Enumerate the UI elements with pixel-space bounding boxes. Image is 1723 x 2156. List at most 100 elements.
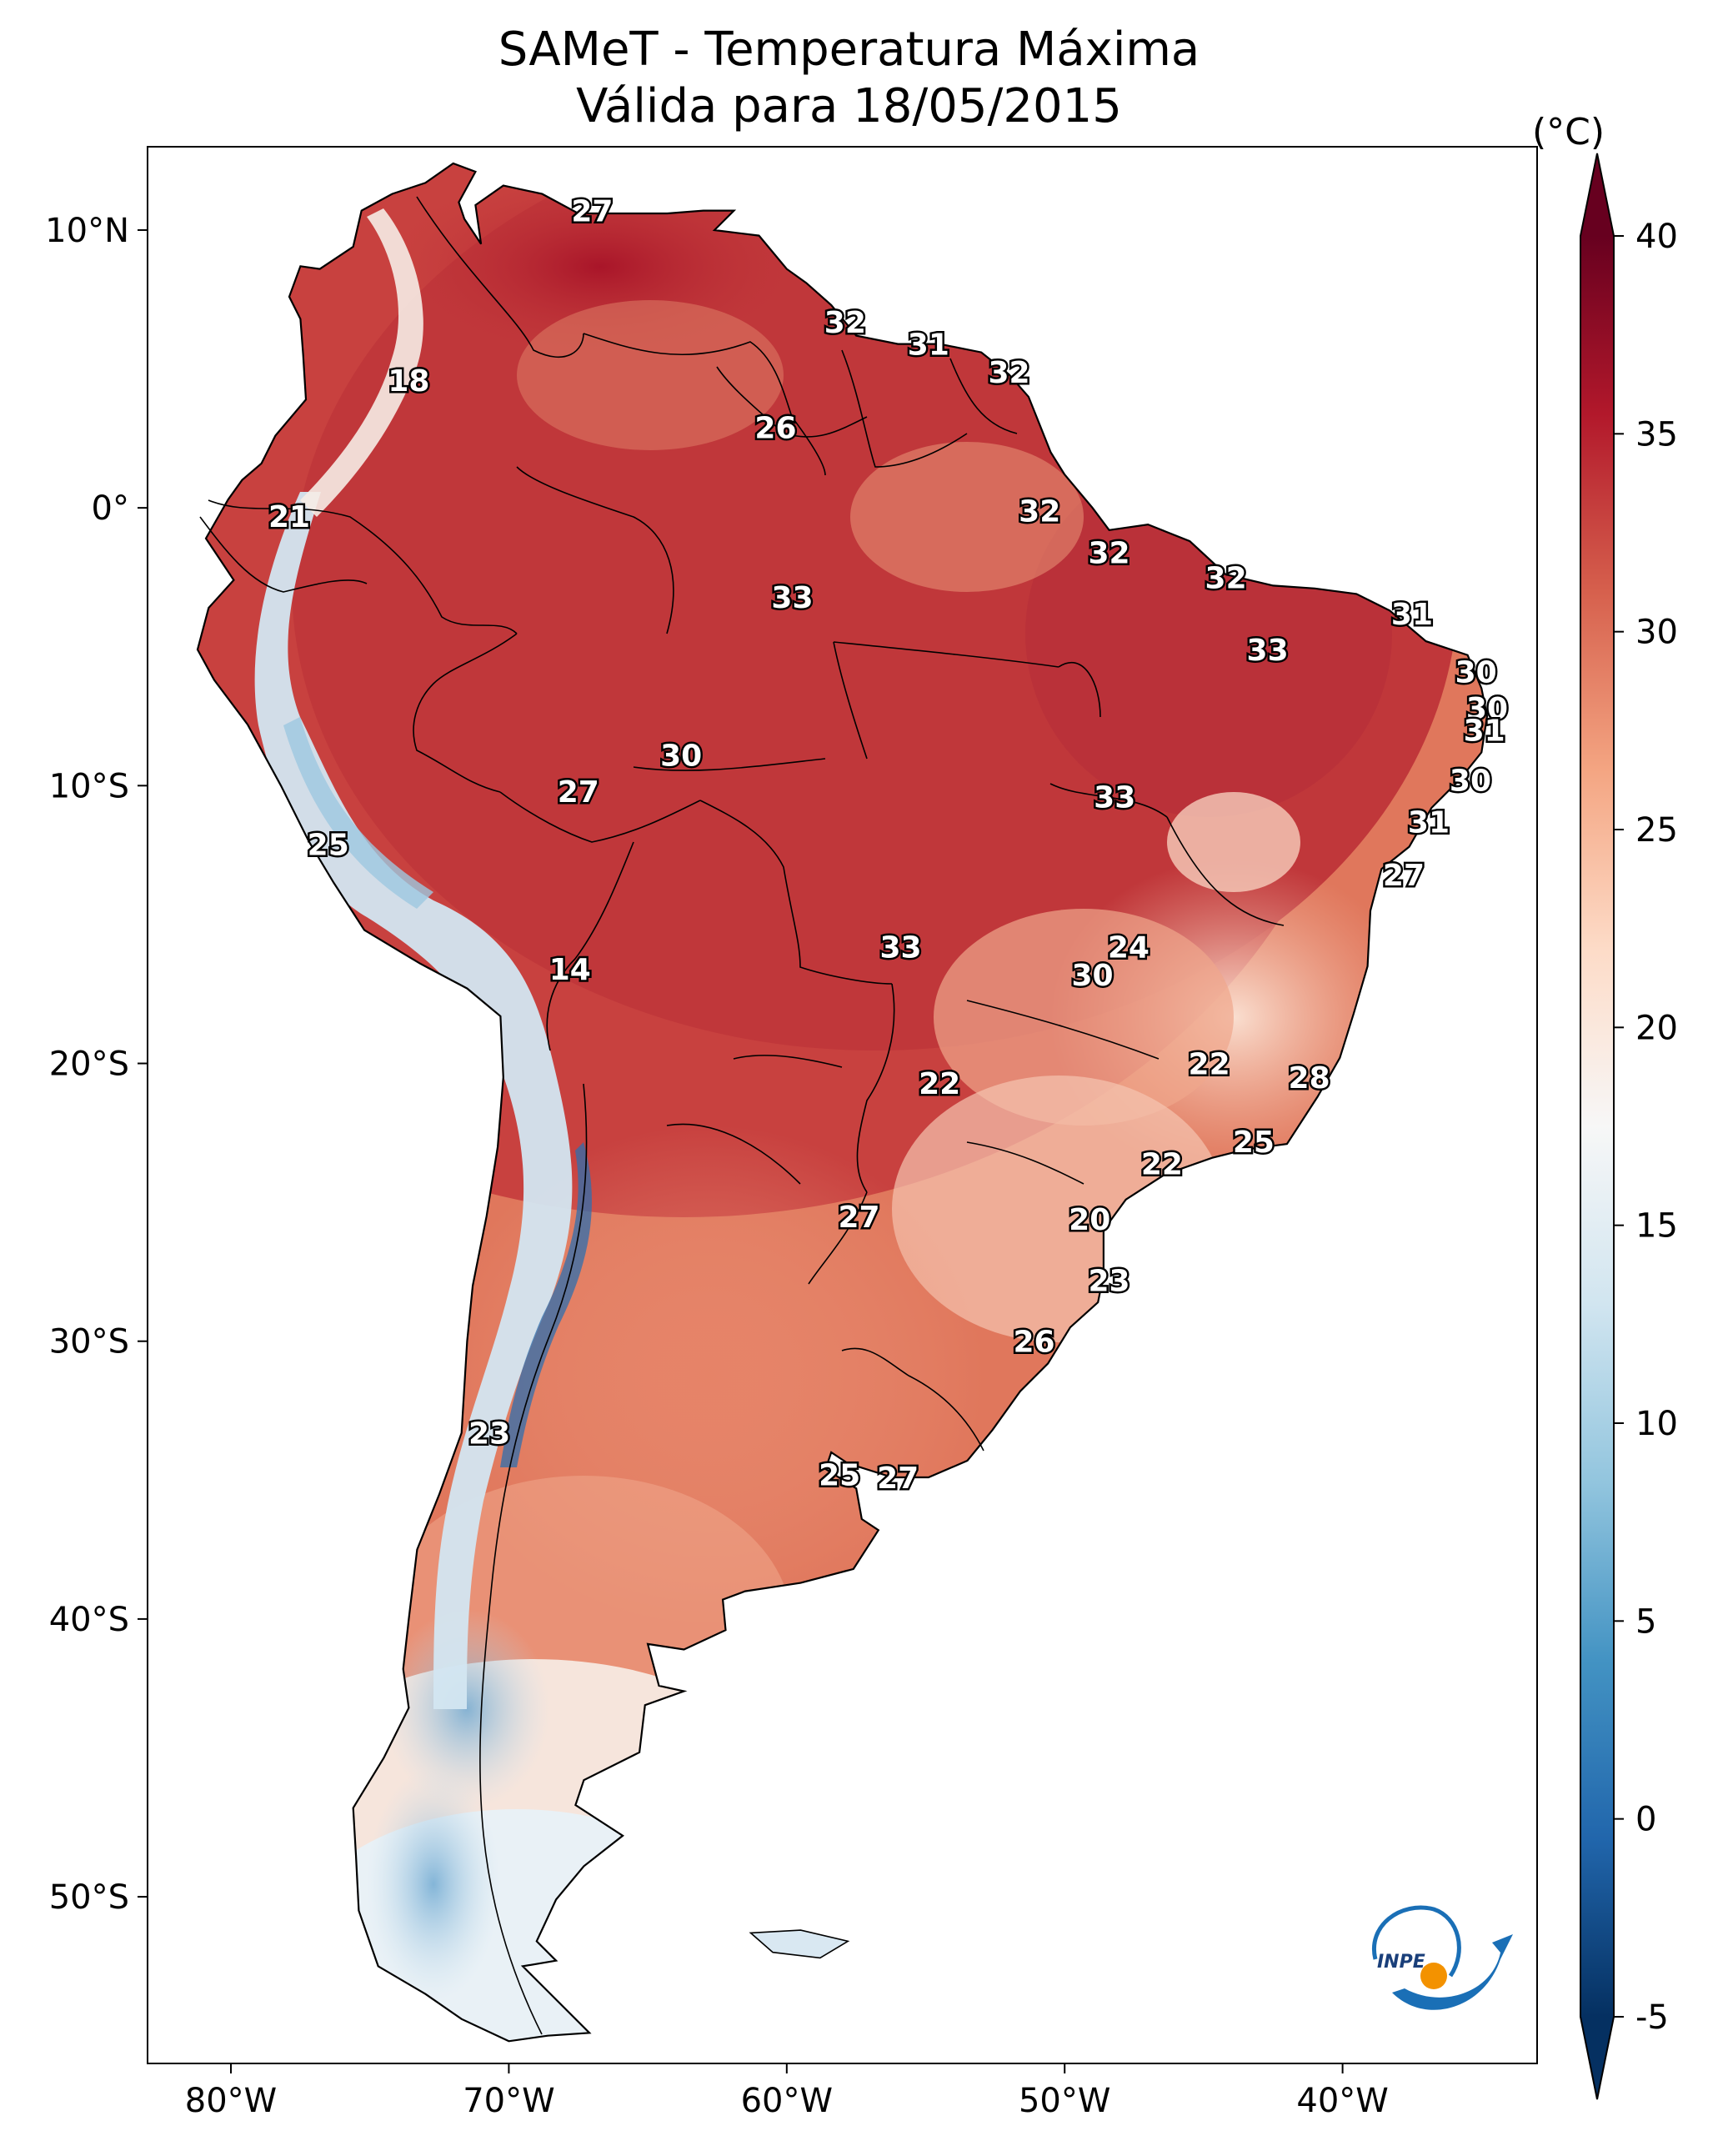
falkland-islands	[749, 1929, 850, 1959]
temperature-label: 24	[1108, 931, 1150, 965]
logo-sun	[1420, 1963, 1447, 1989]
temperature-label: 32	[1205, 561, 1247, 595]
colorbar-min-arrow	[1580, 2017, 1614, 2099]
temperature-label: 31	[1464, 714, 1505, 749]
inpe-logo: INPE	[1372, 1905, 1513, 2010]
temperature-label: 22	[1141, 1147, 1183, 1181]
temperature-label: 31	[1408, 806, 1450, 840]
temperature-label: 21	[268, 500, 310, 534]
lat-tick-label: 20°S	[49, 1045, 129, 1084]
temperature-label: 26	[754, 412, 796, 446]
temperature-label: 22	[919, 1067, 960, 1101]
lat-tick-label: 0°	[92, 489, 129, 528]
temperature-label: 23	[468, 1417, 510, 1452]
border-state-rondonia	[633, 758, 826, 771]
temperature-label: 32	[1019, 494, 1060, 529]
colorbar-tick-label: 10	[1635, 1405, 1678, 1443]
temperature-label: 23	[1089, 1264, 1130, 1298]
temperature-label: 27	[571, 195, 613, 229]
border-ecuador-peru	[199, 516, 368, 593]
temperature-label: 27	[558, 775, 599, 810]
colorbar-tick-label: 15	[1635, 1207, 1678, 1246]
border-state-amazonas	[833, 641, 1059, 668]
colorbar-tick-label: -5	[1635, 1998, 1669, 2037]
temperature-label: 27	[877, 1462, 919, 1496]
temperature-label: 22	[1189, 1048, 1230, 1082]
border-state-goias	[1049, 783, 1168, 818]
colorbar-unit-label: (°C)	[1532, 111, 1605, 153]
colorbar-tick-label: 0	[1635, 1801, 1656, 1839]
border-colombia-venezuela	[416, 196, 584, 358]
lon-tick-label: 50°W	[1019, 2082, 1110, 2120]
border-state-mg	[966, 1000, 1160, 1060]
border-brazil-paraguay	[856, 983, 895, 1193]
border-state-tocantins	[1058, 661, 1101, 718]
logo-orbit	[1372, 1905, 1461, 1978]
colorbar-tick-label: 35	[1635, 415, 1678, 454]
temperature-label: 18	[388, 364, 429, 399]
lon-tick-label: 40°W	[1296, 2082, 1388, 2120]
logo-text: INPE	[1377, 1952, 1425, 1973]
lon-tick-label: 80°W	[185, 2082, 277, 2120]
temperature-label: 14	[549, 953, 591, 987]
temperature-label: 32	[988, 356, 1029, 390]
colorbar-tick-label: 20	[1635, 1009, 1678, 1047]
lon-tick-label: 70°W	[463, 2082, 554, 2120]
border-paraguay-argentina-north	[666, 1123, 801, 1185]
border-uruguay	[841, 1347, 984, 1452]
temperature-label: 33	[1247, 634, 1289, 668]
temperature-label: 28	[1289, 1061, 1330, 1096]
border-bolivia-paraguay	[733, 1055, 843, 1068]
country-borders	[199, 196, 1285, 2035]
colorbar-tick-label: 25	[1635, 811, 1678, 850]
temperature-label: 30	[1450, 765, 1491, 799]
temperature-label: 32	[1089, 536, 1130, 570]
border-state-sp	[966, 1141, 1084, 1185]
border-suriname	[841, 349, 968, 468]
lat-tick-label: 50°S	[49, 1878, 129, 1917]
border-paraguay-argentina	[808, 1191, 868, 1285]
temperature-label: 33	[879, 931, 921, 965]
border-guyana	[716, 366, 868, 438]
lat-tick-label: 10°N	[45, 212, 129, 250]
colorbar-tick-label: 30	[1635, 614, 1678, 652]
lat-tick-label: 10°S	[49, 767, 129, 805]
map-subtitle: Válida para 18/05/2015	[576, 79, 1122, 133]
colorbar-gradient	[1580, 236, 1614, 2017]
temperature-label: 27	[1383, 859, 1425, 893]
temperature-label: 31	[1391, 598, 1433, 632]
colorbar	[1580, 153, 1615, 2100]
axis-ticks: 10°N 0° 10°S 20°S 30°S 40°S 50°S 80°W 70°W 60°W 50…	[45, 212, 1389, 2120]
border-french-guiana	[949, 358, 1018, 434]
lon-tick-label: 60°W	[741, 2082, 833, 2120]
temperature-label: 30	[1072, 959, 1114, 993]
border-colombia-brazil	[516, 466, 674, 634]
border-bolivia-chile	[546, 841, 634, 1051]
colorbar-tick-label: 40	[1635, 218, 1678, 256]
temperature-label: 25	[308, 828, 349, 862]
colorbar-tick-label: 5	[1635, 1602, 1656, 1641]
lat-tick-label: 30°S	[49, 1323, 129, 1361]
temperature-label: 25	[1233, 1126, 1275, 1160]
temperature-label: 30	[1466, 692, 1508, 726]
temperature-label: 26	[1013, 1326, 1054, 1360]
coastline	[196, 162, 1489, 2043]
border-venezuela-brazil	[583, 333, 826, 476]
temperature-label: 32	[824, 306, 866, 340]
border-state-bahia	[1166, 816, 1285, 926]
logo-swoosh	[1392, 1934, 1513, 2010]
colorbar-ticks: 40 35 30 25 20 15 10 5 0 -5	[1614, 218, 1678, 2037]
temperature-label: 30	[1455, 656, 1497, 690]
border-peru-bolivia	[499, 791, 701, 843]
border-colombia-peru	[208, 499, 518, 634]
temperature-label: 30	[660, 740, 702, 774]
temperature-label: 20	[1069, 1203, 1110, 1237]
border-peru-brazil	[413, 633, 518, 793]
temperature-label: 25	[819, 1459, 860, 1493]
temperature-label: 33	[1094, 781, 1135, 815]
temperature-label: 33	[771, 581, 813, 615]
lat-tick-label: 40°S	[49, 1601, 129, 1639]
border-state-para	[833, 641, 868, 760]
